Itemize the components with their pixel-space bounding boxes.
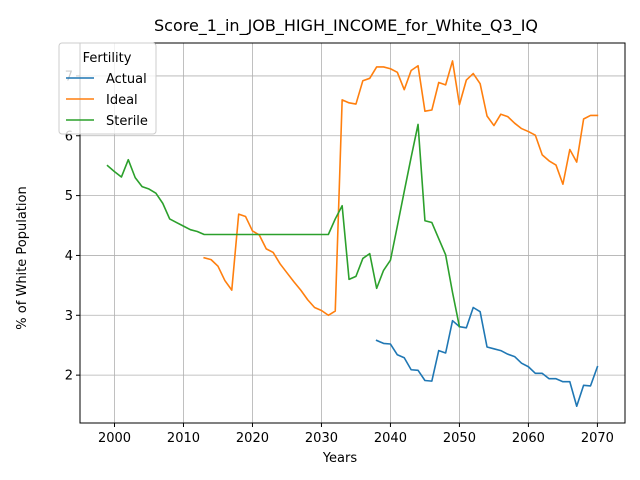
legend-label-ideal: Ideal [106, 93, 138, 108]
chart-title: Score_1_in_JOB_HIGH_INCOME_for_White_Q3_… [154, 16, 538, 36]
y-tick-label: 2 [65, 369, 73, 384]
series-line-sterile [106, 123, 461, 328]
legend-title: Fertility [83, 51, 132, 66]
grid-lines [80, 43, 625, 423]
x-axis-ticks: 2000 2010 2020 2030 2040 2050 2060 2070 [98, 423, 614, 446]
legend-label-sterile: Sterile [106, 114, 148, 129]
y-tick-label: 4 [65, 249, 73, 264]
plot-frame [79, 42, 626, 424]
plot-series [106, 60, 599, 408]
y-tick-label: 5 [65, 189, 73, 204]
y-tick-label: 6 [65, 129, 73, 144]
y-axis-label: % of White Population [15, 186, 30, 329]
legend: Fertility Actual Ideal Sterile [58, 42, 157, 135]
series-line-actual [375, 306, 599, 408]
x-tick-label: 2070 [581, 431, 614, 446]
x-tick-label: 2010 [167, 431, 200, 446]
series-line-ideal [203, 60, 599, 317]
x-tick-label: 2030 [305, 431, 338, 446]
y-tick-label: 3 [65, 309, 73, 324]
x-tick-label: 2050 [443, 431, 476, 446]
legend-box [58, 42, 157, 135]
x-tick-label: 2040 [374, 431, 407, 446]
x-tick-label: 2060 [512, 431, 545, 446]
x-axis-label: Years [322, 451, 358, 466]
x-tick-label: 2000 [98, 431, 131, 446]
x-tick-label: 2020 [236, 431, 269, 446]
legend-label-actual: Actual [106, 72, 147, 87]
